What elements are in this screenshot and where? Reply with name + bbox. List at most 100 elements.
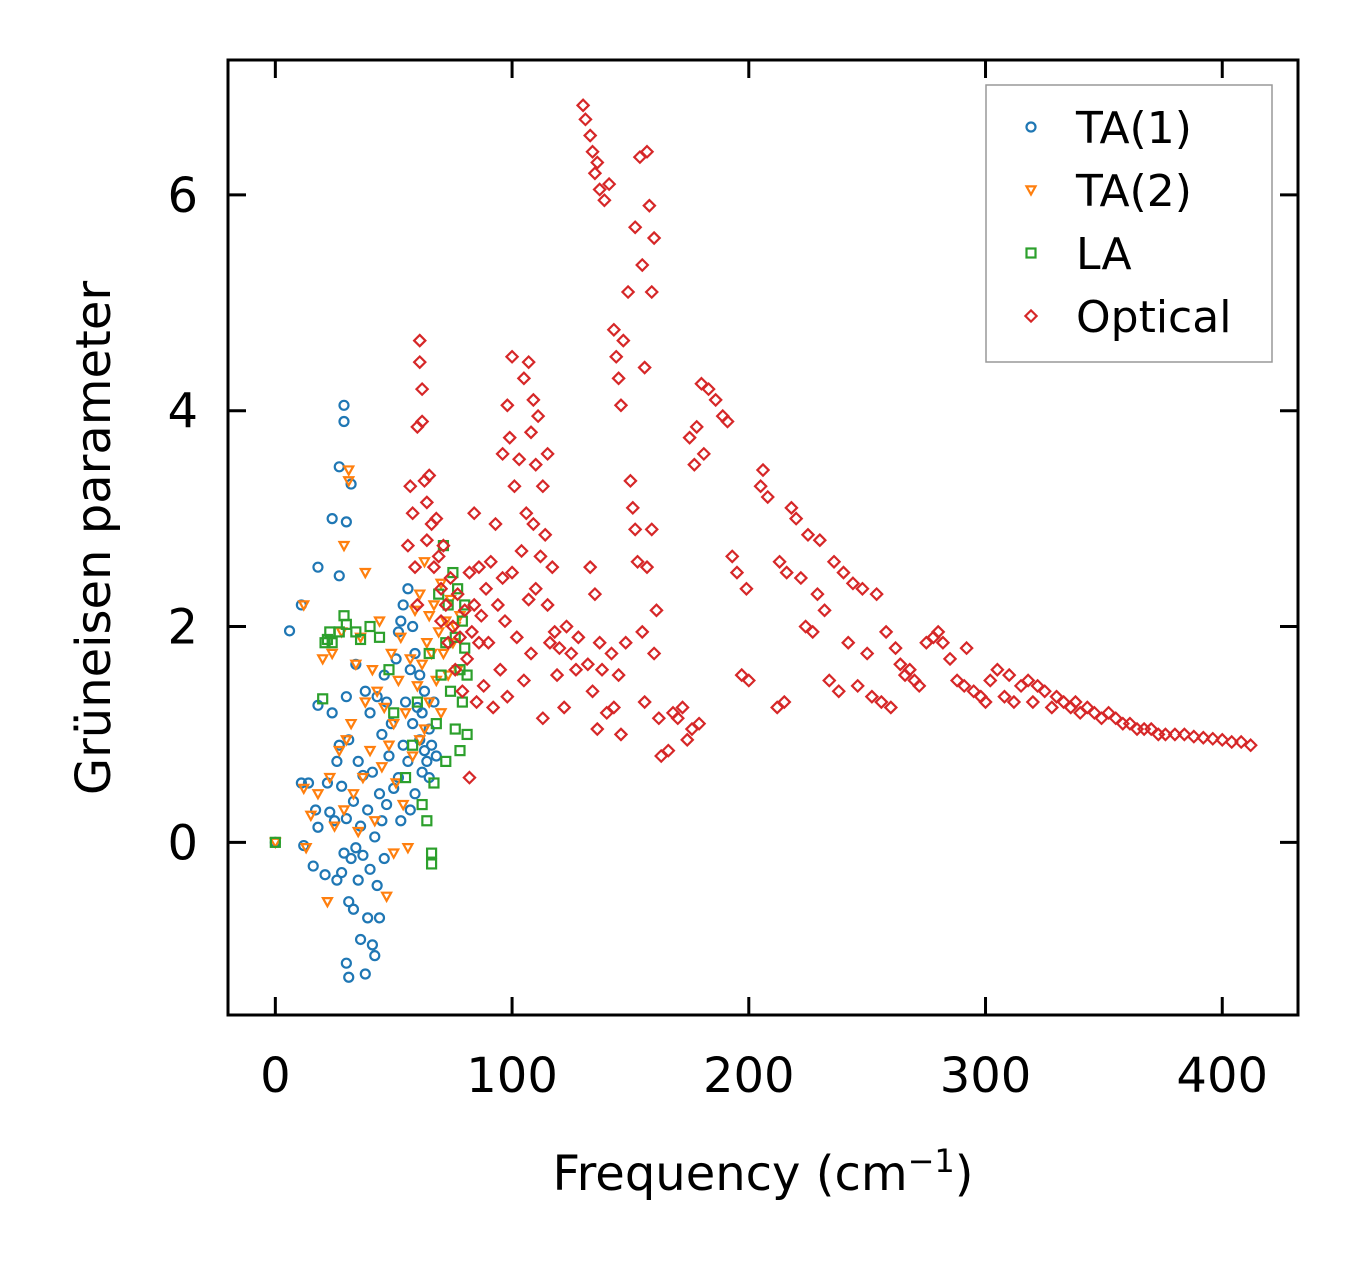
data-point: [912, 678, 927, 694]
data-point: [611, 667, 626, 683]
data-point: [594, 662, 610, 677]
legend-label: TA(2): [1075, 166, 1192, 217]
data-point: [625, 500, 640, 516]
data-point: [810, 586, 825, 602]
data-point: [753, 479, 768, 494]
data-point: [459, 651, 475, 667]
data-point: [467, 597, 482, 613]
data-point: [1224, 734, 1239, 750]
data-point: [514, 543, 529, 559]
series-TA(1): [269, 399, 442, 983]
data-point: [403, 654, 417, 666]
data-point: [845, 576, 861, 591]
data-point: [990, 662, 1005, 677]
data-point: [1144, 721, 1159, 737]
data-point: [452, 630, 468, 645]
data-point: [362, 912, 374, 924]
data-point: [461, 669, 473, 681]
x-tick-label: 100: [466, 1048, 558, 1104]
data-point: [739, 581, 754, 596]
data-point: [343, 971, 355, 983]
data-point: [425, 847, 438, 859]
data-point: [1006, 694, 1022, 710]
data-point: [957, 678, 972, 694]
data-point: [592, 635, 607, 650]
data-point: [452, 583, 464, 595]
data-point: [935, 635, 951, 650]
series-Optical: [400, 98, 1258, 785]
data-point: [340, 957, 352, 969]
data-point: [405, 506, 420, 521]
data-point: [841, 635, 856, 650]
data-point: [874, 694, 889, 710]
data-point: [966, 684, 981, 699]
data-point: [354, 633, 367, 646]
data-point: [649, 603, 664, 618]
data-point: [433, 581, 449, 596]
data-point: [383, 750, 395, 762]
data-point: [269, 836, 281, 848]
data-point: [418, 685, 431, 697]
data-point: [455, 684, 470, 699]
data-point: [414, 414, 430, 429]
x-axis-title-superscript: −1: [908, 1142, 955, 1180]
data-point: [378, 852, 390, 865]
data-point: [325, 648, 339, 661]
data-point: [523, 425, 539, 440]
data-point: [359, 968, 371, 980]
data-marks: [268, 98, 1258, 983]
data-point: [696, 446, 711, 462]
data-point: [321, 896, 334, 909]
data-point: [1122, 716, 1138, 731]
data-point: [585, 684, 600, 699]
data-point: [637, 694, 652, 710]
data-point: [620, 284, 636, 300]
data-point: [526, 516, 541, 532]
data-point: [400, 538, 416, 553]
data-point: [682, 430, 697, 445]
y-tick-label: 4: [167, 384, 198, 440]
data-point: [741, 673, 756, 688]
data-point: [481, 635, 496, 650]
data-point: [639, 559, 655, 575]
data-point: [399, 708, 412, 720]
data-point: [399, 771, 412, 784]
data-point: [387, 718, 401, 731]
data-point: [618, 635, 633, 650]
data-point: [436, 538, 451, 553]
data-point: [651, 711, 667, 726]
data-point: [476, 678, 491, 694]
data-point: [430, 718, 442, 730]
data-point: [504, 565, 520, 580]
data-point: [421, 755, 433, 768]
data-point: [416, 707, 428, 719]
data-point: [368, 816, 382, 828]
data-point: [369, 950, 381, 962]
data-point: [500, 398, 515, 413]
data-point: [694, 376, 709, 391]
data-point: [725, 549, 740, 564]
data-point: [403, 479, 418, 494]
data-point: [392, 675, 405, 688]
data-point: [371, 879, 383, 892]
y-tick-label: 2: [167, 600, 198, 656]
data-point: [447, 566, 459, 579]
data-point: [609, 349, 624, 364]
data-point: [420, 638, 434, 650]
data-point: [431, 549, 446, 564]
data-point: [338, 847, 350, 859]
data-point: [366, 766, 379, 778]
data-point: [568, 662, 584, 677]
data-point: [435, 669, 447, 681]
data-point: [407, 739, 419, 751]
data-point: [440, 755, 452, 768]
legend: TA(1) TA(2) LA Optical: [985, 84, 1273, 363]
data-point: [1196, 730, 1211, 745]
data-point: [415, 659, 429, 672]
data-point: [720, 414, 735, 429]
data-point: [297, 600, 311, 612]
data-point: [644, 522, 659, 537]
data-point: [401, 843, 415, 855]
data-point: [384, 648, 398, 661]
data-point: [521, 592, 536, 607]
